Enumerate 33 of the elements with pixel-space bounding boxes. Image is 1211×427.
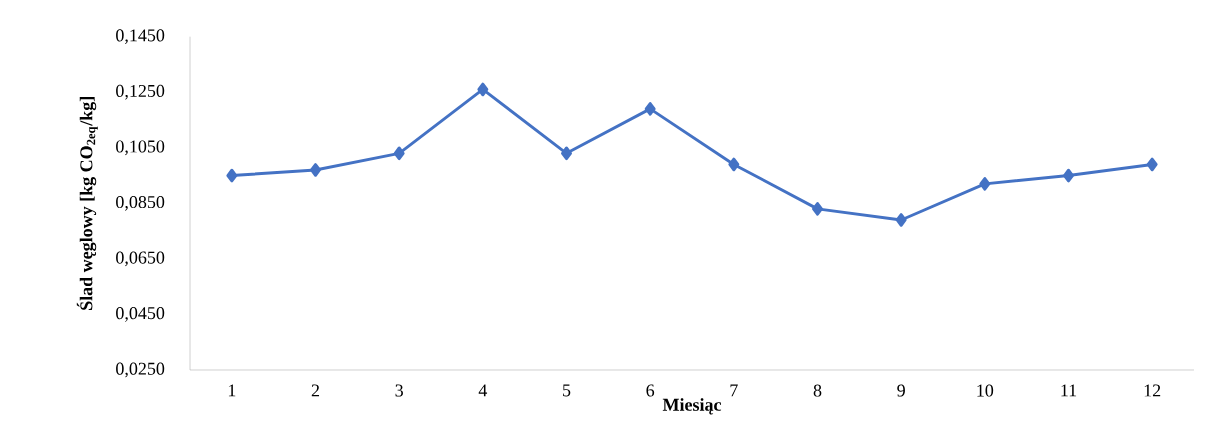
point xyxy=(561,146,572,161)
point xyxy=(477,82,489,97)
point xyxy=(812,202,823,216)
y-axis-title: Ślad węglowy [kg CO$_{2eq}$/kg] xyxy=(76,97,98,310)
x-tick-label: 12 xyxy=(1144,384,1161,397)
point xyxy=(1063,168,1074,183)
point xyxy=(728,157,740,172)
y-tick-label: 0,0650 xyxy=(116,251,165,267)
point xyxy=(895,213,907,227)
x-tick-label: 11 xyxy=(1061,384,1077,397)
point xyxy=(226,168,238,183)
x-tick-label: 1 xyxy=(228,384,236,397)
x-tick-label: 2 xyxy=(311,384,320,397)
point xyxy=(644,102,656,116)
x-tick-label: 10 xyxy=(977,384,994,397)
x-tick-label: 8 xyxy=(813,384,822,397)
y-tick-label: 0,0450 xyxy=(116,307,165,322)
x-tick-label: 6 xyxy=(646,384,655,397)
point xyxy=(979,177,991,191)
x-tick-label: 5 xyxy=(563,384,571,397)
x-tick-label: 3 xyxy=(395,384,403,397)
y-tick-label: 0,0850 xyxy=(116,195,165,211)
point xyxy=(1146,157,1158,172)
point xyxy=(310,163,321,177)
y-tick-label: 0,1250 xyxy=(116,84,165,100)
x-axis-title: Miesiąc xyxy=(662,398,722,415)
point xyxy=(393,146,405,161)
y-tick-label: 0,1450 xyxy=(116,29,165,45)
x-tick-label: 7 xyxy=(730,384,738,397)
x-tick-label: 4 xyxy=(478,384,488,397)
y-tick-label: 0,0250 xyxy=(116,362,165,378)
y-tick-label: 0,1050 xyxy=(116,140,165,156)
x-tick-label: 9 xyxy=(897,384,905,397)
